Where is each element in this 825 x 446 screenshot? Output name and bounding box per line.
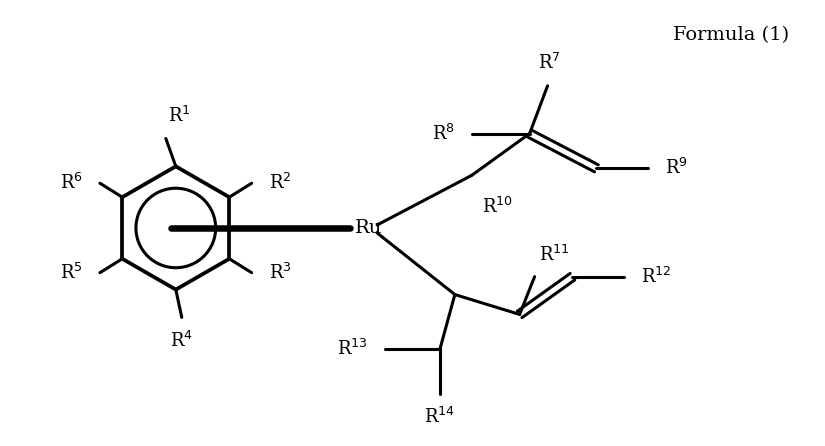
Text: R$^{14}$: R$^{14}$ bbox=[424, 407, 455, 427]
Text: Formula (1): Formula (1) bbox=[672, 26, 789, 44]
Text: R$^3$: R$^3$ bbox=[269, 263, 291, 283]
Text: Ru: Ru bbox=[356, 219, 383, 237]
Text: R$^9$: R$^9$ bbox=[665, 158, 688, 178]
Text: R$^{11}$: R$^{11}$ bbox=[539, 245, 569, 265]
Text: R$^7$: R$^7$ bbox=[538, 53, 561, 73]
Text: R$^2$: R$^2$ bbox=[269, 173, 291, 193]
Text: R$^{12}$: R$^{12}$ bbox=[641, 267, 672, 287]
Text: R$^{10}$: R$^{10}$ bbox=[482, 197, 512, 217]
Text: R$^{13}$: R$^{13}$ bbox=[337, 339, 368, 359]
Text: R$^6$: R$^6$ bbox=[60, 173, 83, 193]
Text: R$^4$: R$^4$ bbox=[170, 331, 193, 351]
Text: R$^5$: R$^5$ bbox=[60, 263, 83, 283]
Text: R$^8$: R$^8$ bbox=[432, 124, 455, 144]
Text: R$^1$: R$^1$ bbox=[167, 106, 191, 126]
